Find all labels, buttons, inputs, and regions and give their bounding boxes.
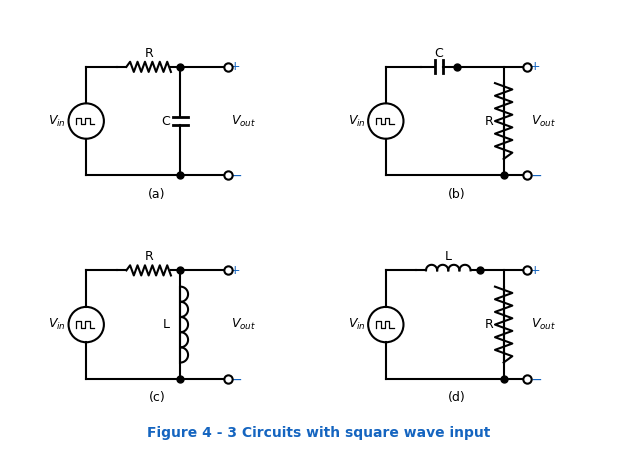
Text: C: C	[434, 47, 443, 60]
Text: $-$: $-$	[529, 168, 541, 182]
Text: $V_{in}$: $V_{in}$	[348, 114, 366, 128]
Text: +: +	[230, 264, 241, 277]
Text: $-$: $-$	[230, 372, 242, 386]
Text: $V_{out}$: $V_{out}$	[531, 114, 556, 128]
Text: R: R	[145, 250, 153, 263]
Text: $V_{out}$: $V_{out}$	[531, 317, 556, 332]
Text: L: L	[163, 318, 170, 331]
Text: L: L	[445, 250, 452, 263]
Text: R: R	[145, 47, 153, 60]
Text: Figure 4 - 3 Circuits with square wave input: Figure 4 - 3 Circuits with square wave i…	[147, 426, 490, 440]
Text: +: +	[230, 60, 241, 73]
Text: +: +	[529, 264, 540, 277]
Text: $-$: $-$	[230, 168, 242, 182]
Text: +: +	[529, 60, 540, 73]
Text: (b): (b)	[448, 188, 466, 201]
Text: R: R	[484, 318, 493, 331]
Text: R: R	[484, 114, 493, 128]
Text: $V_{in}$: $V_{in}$	[48, 317, 66, 332]
Text: $V_{out}$: $V_{out}$	[231, 114, 256, 128]
Text: $-$: $-$	[529, 372, 541, 386]
Text: (d): (d)	[448, 391, 466, 404]
Text: C: C	[161, 114, 170, 128]
Text: $V_{in}$: $V_{in}$	[348, 317, 366, 332]
Text: $V_{out}$: $V_{out}$	[231, 317, 256, 332]
Text: (a): (a)	[148, 188, 166, 201]
Text: (c): (c)	[148, 391, 165, 404]
Text: $V_{in}$: $V_{in}$	[48, 114, 66, 128]
